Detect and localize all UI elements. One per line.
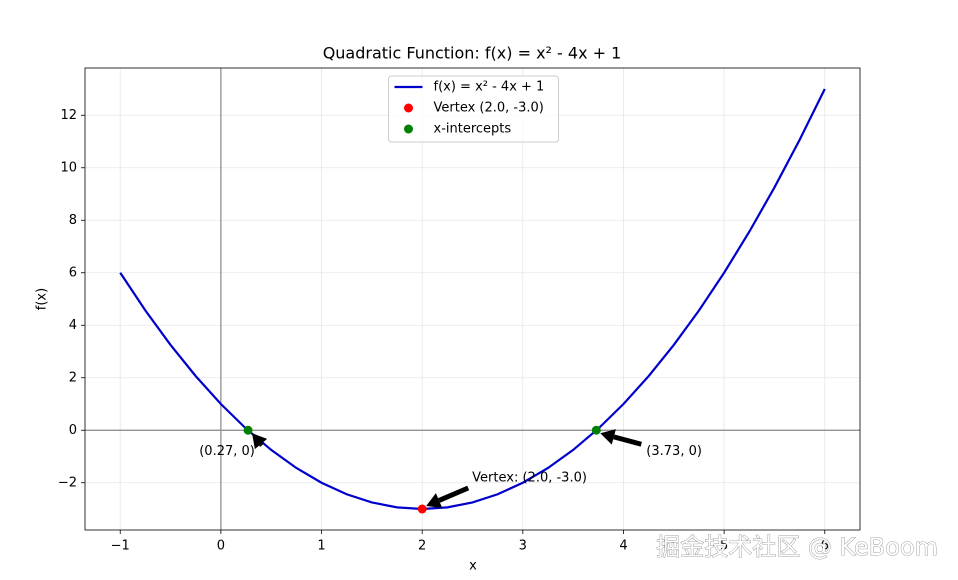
- y-tick-label: 2: [69, 370, 77, 385]
- legend-label: Vertex (2.0, -3.0): [434, 101, 544, 116]
- annotation-arrow: [259, 442, 264, 447]
- y-axis-label: f(x): [35, 288, 50, 310]
- x-tick-label: 0: [217, 539, 225, 554]
- point: [243, 425, 253, 435]
- y-tick-label: 10: [60, 160, 77, 175]
- x-tick-label: −1: [111, 539, 130, 554]
- y-tick-label: 0: [69, 423, 77, 438]
- x-tick-label: 4: [619, 539, 627, 554]
- y-tick-label: 6: [69, 265, 77, 280]
- legend-label: f(x) = x² - 4x + 1: [434, 80, 545, 95]
- legend-swatch: [404, 103, 413, 113]
- x-tick-label: 5: [720, 539, 728, 554]
- x-tick-label: 6: [821, 539, 829, 554]
- annotation-arrow: [438, 485, 470, 503]
- annotation-arrowhead: [426, 493, 443, 508]
- annotation: Vertex: (2.0, -3.0): [472, 471, 587, 486]
- x-axis-label: x: [469, 559, 477, 574]
- y-tick-label: 4: [69, 318, 77, 333]
- annotation: (3.73, 0): [646, 444, 702, 459]
- legend-box: [388, 75, 559, 143]
- point: [417, 504, 427, 514]
- line-series: [119, 88, 826, 511]
- annotation-arrow: [613, 434, 642, 447]
- x-tick-label: 1: [317, 539, 325, 554]
- annotation-arrowhead: [252, 433, 268, 450]
- y-tick-label: 12: [60, 108, 77, 123]
- legend-swatch: [404, 124, 413, 134]
- y-tick-label: 8: [69, 213, 77, 228]
- y-tick-label: −2: [58, 475, 77, 490]
- annotation-arrowhead: [600, 429, 616, 445]
- point: [591, 425, 601, 435]
- x-tick-label: 2: [418, 539, 426, 554]
- watermark: 掘金技术社区 @ KeBoom: [656, 533, 938, 561]
- x-tick-label: 3: [519, 539, 527, 554]
- legend-label: x-intercepts: [434, 122, 512, 137]
- chart-title: Quadratic Function: f(x) = x² - 4x + 1: [323, 44, 622, 63]
- plot-frame: [84, 67, 861, 531]
- annotation: (0.27, 0): [199, 444, 255, 459]
